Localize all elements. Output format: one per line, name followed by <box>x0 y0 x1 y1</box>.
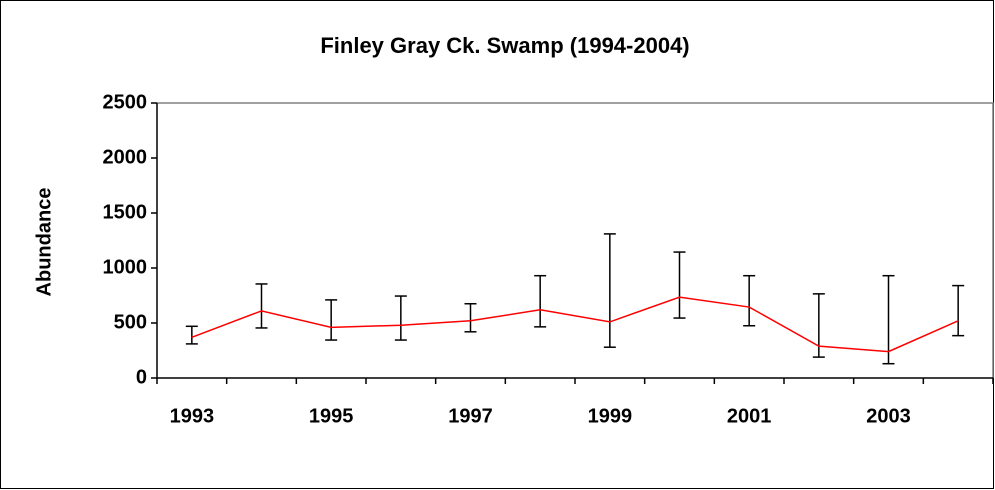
chart-title: Finley Gray Ck. Swamp (1994-2004) <box>320 33 689 58</box>
y-tick-label: 0 <box>136 366 147 388</box>
x-tick-label: 1999 <box>588 405 633 427</box>
data-line <box>191 296 959 353</box>
plot-border <box>157 102 994 378</box>
x-tick-label: 2001 <box>727 405 772 427</box>
x-tick-label: 2003 <box>866 405 911 427</box>
y-tick-label: 500 <box>114 311 147 333</box>
x-tick-label: 1997 <box>448 405 493 427</box>
y-tick-label: 2000 <box>103 146 148 168</box>
x-tick-label: 1993 <box>170 405 215 427</box>
y-tick-label: 1500 <box>103 201 148 223</box>
x-tick-label: 1995 <box>309 405 354 427</box>
y-tick-label: 1000 <box>103 256 148 278</box>
y-tick-label: 2500 <box>103 91 148 113</box>
y-axis-label: Abundance <box>33 188 55 297</box>
